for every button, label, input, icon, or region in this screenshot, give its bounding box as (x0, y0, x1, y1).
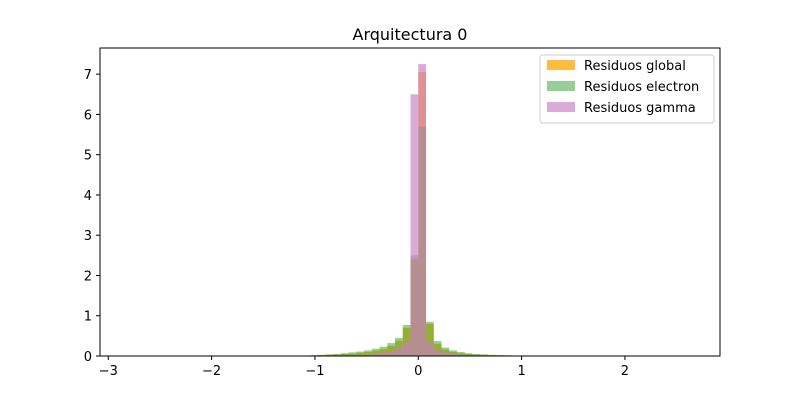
y-tick-label: 2 (84, 269, 92, 284)
histogram-bar (426, 321, 434, 356)
legend-swatch (547, 81, 575, 91)
histogram-bar (480, 354, 489, 356)
x-tick-label: −3 (99, 364, 118, 379)
y-tick-label: 7 (84, 68, 92, 83)
histogram-bar (433, 341, 442, 356)
histogram-bar (325, 354, 334, 356)
histogram-bar (317, 354, 326, 356)
histogram-bar (333, 353, 341, 356)
legend-box (539, 54, 715, 124)
histogram-bar (472, 353, 481, 356)
legend-label: Residuos electron (584, 80, 699, 95)
y-tick-label: 1 (84, 310, 92, 325)
histogram-bar (464, 353, 473, 356)
histogram-bar (418, 64, 427, 356)
x-tick-label: 1 (517, 364, 525, 379)
histogram-bar (426, 341, 434, 356)
legend-swatch (547, 102, 575, 112)
legend-label: Residuos gamma (584, 101, 696, 116)
histogram-bar (364, 354, 372, 356)
y-tick-label: 0 (84, 350, 92, 365)
histogram-bar (356, 351, 365, 356)
x-tick-label: −2 (202, 364, 221, 379)
x-tick-label: 0 (414, 364, 422, 379)
histogram-bar (371, 348, 380, 356)
bars-layer (286, 64, 551, 357)
y-tick-label: 6 (84, 108, 92, 123)
x-axis-ticks: −3 −2 −1 0 1 2 (99, 356, 629, 379)
histogram-bar (457, 354, 465, 356)
plot-frame (99, 47, 721, 357)
histogram-bar (395, 347, 403, 356)
series-3-bars (356, 64, 473, 357)
y-tick-label: 3 (84, 229, 92, 244)
histogram-bar (488, 354, 496, 356)
x-tick-label: −1 (305, 364, 324, 379)
x-tick-label: 2 (621, 364, 629, 379)
histogram-bar (364, 350, 372, 356)
histogram-bar (457, 351, 465, 356)
histogram-bar (402, 341, 411, 356)
histogram-bar (340, 353, 349, 356)
histogram-bar (441, 347, 450, 356)
histogram-bar (348, 352, 357, 356)
legend: Residuos global Residuos electron Residuos… (539, 54, 715, 124)
y-tick-label: 5 (84, 149, 92, 164)
y-axis-ticks: 0 1 2 3 4 5 6 7 (84, 68, 100, 365)
legend-label: Residuos global (584, 59, 686, 74)
y-tick-label: 4 (84, 189, 92, 204)
histogram-bar (449, 350, 458, 356)
legend-swatch (547, 60, 575, 70)
histogram-bar (410, 94, 419, 357)
chart-title: Arquitectura 0 (353, 25, 468, 44)
histogram-bar (433, 349, 442, 356)
histogram-bar (379, 352, 388, 356)
histogram-bar (395, 337, 403, 356)
histogram-bar (387, 351, 396, 356)
histogram-bar (379, 346, 388, 356)
histogram-bar (449, 353, 458, 356)
histogram-bar (371, 353, 380, 356)
histogram-bar (402, 325, 411, 356)
histogram-bar (441, 352, 450, 356)
histogram-bar (387, 343, 396, 356)
